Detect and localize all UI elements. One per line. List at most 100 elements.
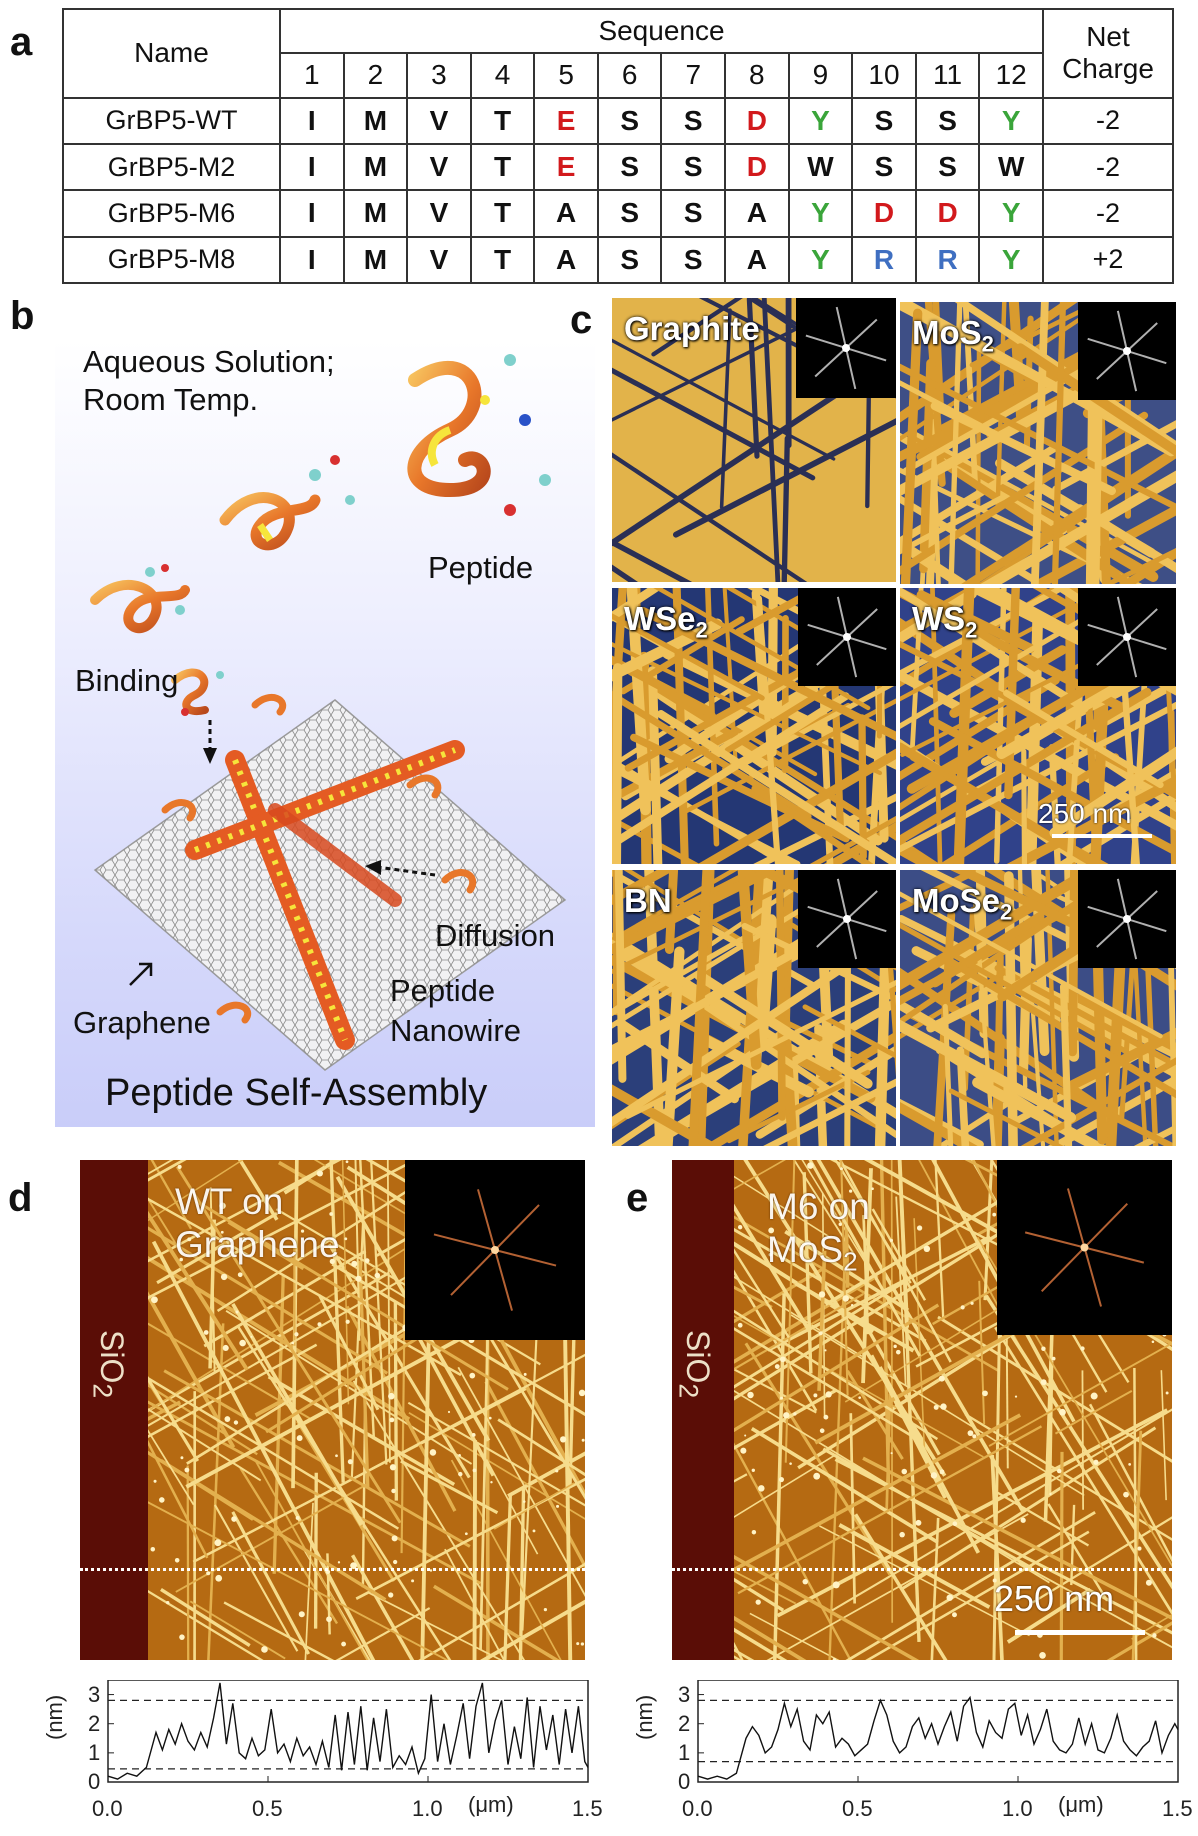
residue-cell: M [342,142,409,192]
x-tick-label: 0.0 [682,1796,713,1821]
peptide-name: GrBP5-WT [62,96,281,145]
panel-label-d: d [8,1176,33,1220]
free-peptide-3 [407,354,551,516]
sio2-label: SiO2 [87,1330,130,1399]
residue-cell: D [914,189,981,238]
residue-cell: S [596,235,663,285]
y-axis-label: (nm) [42,1694,67,1740]
x-tick-label: 0.5 [252,1796,283,1821]
height-profile-e: 0 1 2 3 0.0 0.5 1.0 1.5 (nm) (μm) [620,1680,1195,1836]
afm-image-wt-graphene: SiO2 WT on Graphene [80,1160,585,1660]
x-tick-label: 0.5 [842,1796,873,1821]
scale-bar [1015,1630,1145,1635]
plot-frame [107,1680,589,1783]
scale-bar [1052,834,1152,838]
position-header: 10 [851,52,917,99]
residue-cell: S [914,142,981,192]
sequence-header: Sequence [279,7,1044,55]
residue-cell: M [342,235,409,285]
afm-tile: WS2 250 nm [900,588,1176,864]
table-row: GrBP5-WT I M V T E S S D Y S S Y -2 [62,96,1174,145]
table-row: GrBP5-M2 I M V T E S S D W S S W -2 [62,142,1174,192]
residue-cell: S [660,96,727,145]
binding-arrow [203,720,217,764]
fft-pattern [1087,310,1167,392]
panel-label-b: b [10,294,35,338]
residue-cell: T [469,142,536,192]
plot-frame [697,1680,1179,1783]
residue-cell: T [469,96,536,145]
material-label: WS2 [912,600,978,643]
residue-cell: S [660,235,727,285]
peptide-name: GrBP5-M2 [62,142,281,192]
net-charge: -2 [1042,142,1174,192]
residue-cell: S [660,189,727,238]
afm-tile: MoS2 [900,302,1176,584]
panel-label-c: c [570,298,593,342]
residue-cell: E [533,142,599,192]
afm-image-m6-mos2: SiO2 M6 on MoS2 250 nm [672,1160,1172,1660]
residue-cell: M [342,96,409,145]
fft-pattern [807,596,887,678]
fft-pattern [433,1189,557,1311]
panel-label-e: e [626,1176,649,1220]
x-tick-label: 1.0 [1002,1796,1033,1821]
y-tick-label: 2 [678,1710,691,1736]
charge-header: Net Charge [1042,8,1174,99]
fft-inset [798,870,896,968]
nanowire-label-2: Nanowire [390,1013,521,1048]
diffusion-arrow [365,860,436,877]
residue-cell: T [469,189,536,238]
table-row: GrBP5-M6 I M V T A S S A Y D D Y -2 [62,189,1174,238]
graphene-label: Graphene [73,1005,211,1040]
residue-cell: Y [978,235,1044,285]
binding-label: Binding [75,663,179,698]
profile-plot [107,1680,589,1783]
profile-line [672,1568,1172,1571]
sio2-label: SiO2 [673,1330,716,1399]
position-header: 4 [469,52,536,99]
image-title: WT on Graphene [175,1181,340,1265]
profile-plot [697,1680,1179,1783]
y-tick-label: 0 [88,1769,101,1794]
position-header: 7 [660,52,727,99]
residue-cell: R [914,235,981,285]
fft-inset [1078,870,1176,968]
sio2-region [80,1160,148,1660]
y-tick-label: 3 [88,1681,101,1707]
sio2-region [672,1160,734,1660]
free-peptide-4 [171,668,224,716]
residue-cell: E [533,96,599,145]
fft-pattern [1087,596,1167,678]
position-header: 1 [279,52,345,99]
residue-cell: S [596,189,663,238]
position-header: 3 [406,52,472,99]
residue-cell: Y [787,96,854,145]
afm-texture [900,870,1176,1146]
residue-cell: Y [978,189,1044,238]
height-trace [697,1695,1179,1780]
residue-cell: Y [787,235,854,285]
name-header: Name [62,8,281,99]
residue-cell: D [851,189,917,238]
nanowire-label-1: Peptide [390,973,496,1008]
y-tick-label: 1 [88,1739,101,1765]
residue-cell: V [406,235,472,285]
residue-cell: A [533,189,599,238]
residue-cell: I [279,189,345,238]
y-axis-label: (nm) [632,1694,657,1740]
profile-line [80,1568,585,1571]
fft-pattern [1087,878,1167,960]
material-label: WSe2 [624,600,708,643]
adsorbed-peptides [161,693,476,1024]
position-header: 2 [342,52,409,99]
residue-cell: A [724,189,790,238]
fft-pattern [805,306,887,390]
residue-cell: S [851,142,917,192]
net-charge: -2 [1042,96,1174,145]
residue-cell: V [406,96,472,145]
scale-bar-label: 250 nm [1038,798,1132,829]
x-tick-label: 1.0 [412,1796,443,1821]
residue-cell: W [787,142,854,192]
position-header: 12 [978,52,1044,99]
